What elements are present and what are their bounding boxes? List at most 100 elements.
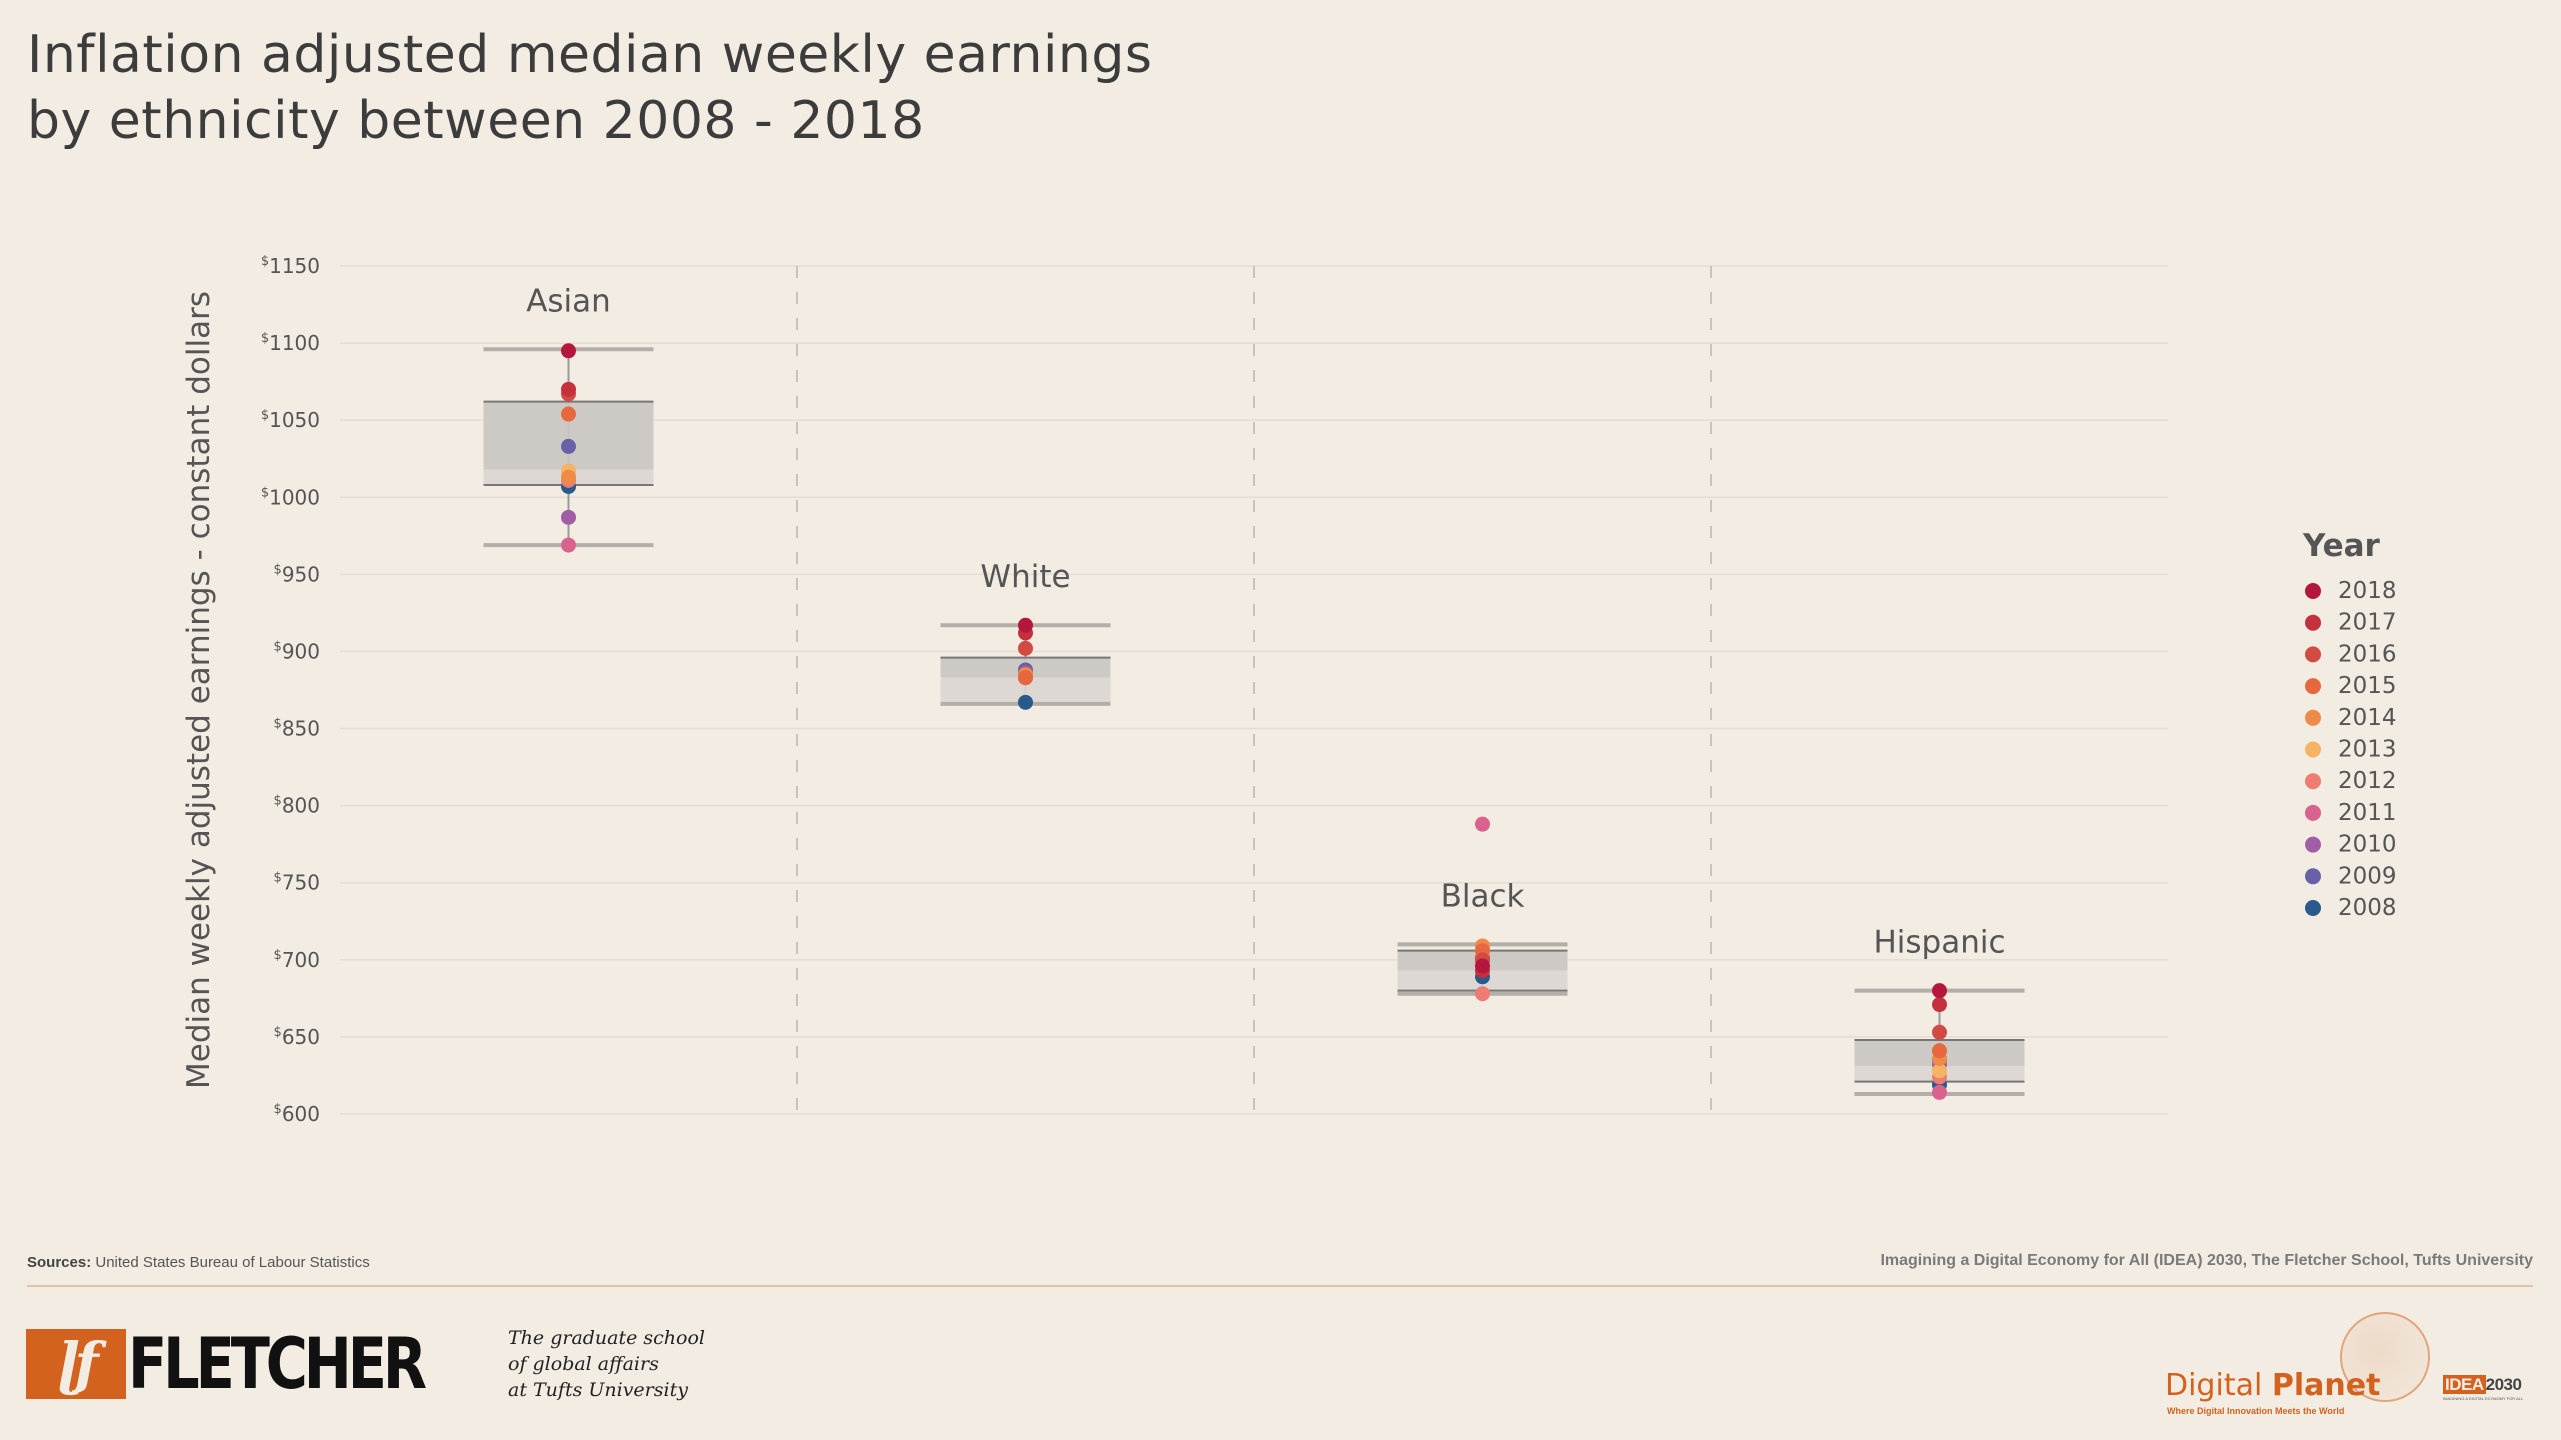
sources-note: Sources: United States Bureau of Labour … (27, 1254, 370, 1271)
y-tick-label: $650 (274, 1025, 320, 1049)
box-group-white: White (940, 559, 1111, 710)
y-tick-label: $1100 (261, 331, 320, 355)
legend-label-2010: 2010 (2338, 832, 2397, 858)
y-tick-value: 600 (282, 1102, 320, 1126)
digital-planet-wordmark: Digital Planet (2165, 1368, 2380, 1403)
tagline-line-2: of global affairs (508, 1353, 659, 1375)
y-tick-value: 1100 (269, 331, 320, 355)
digital-planet-tagline: Where Digital Innovation Meets the World (2167, 1406, 2345, 1416)
y-tick-prefix: $ (274, 717, 282, 732)
sources-label: Sources: (27, 1254, 92, 1271)
data-point-2015 (561, 406, 576, 422)
y-tick-value: 1050 (269, 408, 320, 432)
y-tick-label: $800 (274, 794, 320, 818)
group-separators (796, 266, 1712, 1114)
y-tick-label: $1000 (261, 485, 320, 509)
y-tick-prefix: $ (274, 639, 282, 654)
y-tick-label: $850 (274, 717, 320, 741)
y-tick-prefix: $ (274, 871, 282, 886)
fletcher-tagline: The graduate school of global affairs at… (508, 1325, 705, 1403)
data-point-2011 (1475, 816, 1490, 832)
group-label: Hispanic (1873, 925, 2005, 961)
y-tick-value: 700 (282, 948, 320, 972)
group-label: Black (1441, 878, 1525, 914)
legend-swatch-2018 (2305, 583, 2321, 599)
chart-title-line-1: Inflation adjusted median weekly earning… (27, 25, 1153, 85)
data-point-2018 (1475, 958, 1490, 974)
legend-swatch-2014 (2305, 709, 2321, 726)
y-tick-value: 850 (282, 717, 320, 741)
globe-icon (2340, 1312, 2430, 1402)
box-group-hispanic: Hispanic (1854, 925, 2025, 1100)
data-point-2018 (1932, 983, 1947, 999)
dp-word-2: Planet (2271, 1368, 2381, 1403)
legend-label-2013: 2013 (2338, 737, 2397, 763)
group-label: Asian (526, 283, 611, 319)
idea-logo-tagline: IMAGINING A DIGITAL ECONOMY FOR ALL (2443, 1396, 2524, 1401)
y-tick-label: $600 (274, 1102, 320, 1126)
data-point-2017 (561, 381, 576, 397)
fletcher-mark: ɭf (26, 1329, 126, 1399)
legend-label-2015: 2015 (2338, 673, 2397, 699)
y-tick-value: 1000 (269, 485, 320, 509)
data-point-2018 (561, 343, 576, 359)
idea-logo-year: 2030 (2485, 1375, 2522, 1394)
legend-swatch-2009 (2305, 868, 2321, 885)
idea-logo-mark: IDEA (2443, 1375, 2486, 1394)
tagline-line-3: at Tufts University (508, 1379, 688, 1401)
y-tick-prefix: $ (261, 485, 269, 500)
y-tick-label: $1050 (261, 408, 320, 432)
legend-swatch-2008 (2305, 900, 2321, 916)
footer-divider (27, 1285, 2533, 1287)
legend-swatch-2016 (2305, 646, 2321, 663)
y-tick-value: 650 (282, 1025, 320, 1049)
y-tick-prefix: $ (274, 1025, 282, 1040)
y-tick-prefix: $ (274, 794, 282, 809)
digital-planet-logo[interactable]: Digital Planet Where Digital Innovation … (2165, 1312, 2430, 1416)
legend-label-2008: 2008 (2338, 895, 2397, 921)
legend-swatch-2015 (2305, 678, 2321, 695)
legend-label-2009: 2009 (2338, 863, 2397, 889)
y-tick-value: 950 (282, 562, 320, 586)
group-label: White (980, 559, 1070, 595)
y-tick-label: $700 (274, 948, 320, 972)
idea-2030-logo[interactable]: IDEA 2030 (2443, 1375, 2522, 1395)
legend-label-2014: 2014 (2338, 705, 2397, 731)
fletcher-logo[interactable]: ɭf FLETCHER (26, 1328, 488, 1400)
data-point-2016 (1018, 640, 1033, 656)
y-tick-prefix: $ (261, 331, 269, 346)
y-axis-label: Median weekly adjusted earnings - consta… (181, 291, 217, 1089)
data-point-2011 (561, 537, 576, 553)
legend: Year 2018 2017 2016 2015 2014 2013 2012 2011 2010… (2302, 528, 2397, 921)
data-point-2013 (1932, 1063, 1947, 1079)
data-point-2008 (1018, 694, 1033, 710)
y-tick-prefix: $ (261, 408, 269, 423)
legend-swatch-2011 (2305, 804, 2321, 821)
chart-title: Inflation adjusted median weekly earning… (27, 22, 1152, 154)
sources-text: United States Bureau of Labour Statistic… (95, 1254, 370, 1271)
y-tick-value: 800 (282, 794, 320, 818)
y-tick-value: 1150 (269, 254, 320, 278)
data-point-2009 (561, 438, 576, 454)
y-tick-prefix: $ (274, 562, 282, 577)
chart-title-line-2: by ethnicity between 2008 - 2018 (27, 91, 925, 151)
y-tick-prefix: $ (274, 948, 282, 963)
legend-label-2018: 2018 (2338, 578, 2397, 604)
box-group-black: Black (1397, 816, 1568, 1002)
legend-swatch-2010 (2305, 836, 2321, 853)
box-group-asian: Asian (483, 283, 654, 553)
tagline-line-1: The graduate school (508, 1327, 705, 1349)
legend-swatch-2017 (2305, 614, 2321, 631)
data-point-2012 (1475, 986, 1490, 1002)
data-point-2018 (1018, 617, 1033, 633)
y-tick-value: 750 (282, 871, 320, 895)
legend-label-2016: 2016 (2338, 641, 2397, 667)
box-groups: Asian White Black Hispanic (483, 283, 2025, 1100)
y-tick-value: 900 (282, 639, 320, 663)
data-point-2016 (1932, 1024, 1947, 1040)
y-tick-label: $750 (274, 871, 320, 895)
y-axis-ticks: $600$650$700$750$800$850$900$950$1000$10… (261, 254, 320, 1126)
dp-word-1: Digital (2165, 1368, 2263, 1403)
legend-swatch-2013 (2305, 741, 2321, 758)
